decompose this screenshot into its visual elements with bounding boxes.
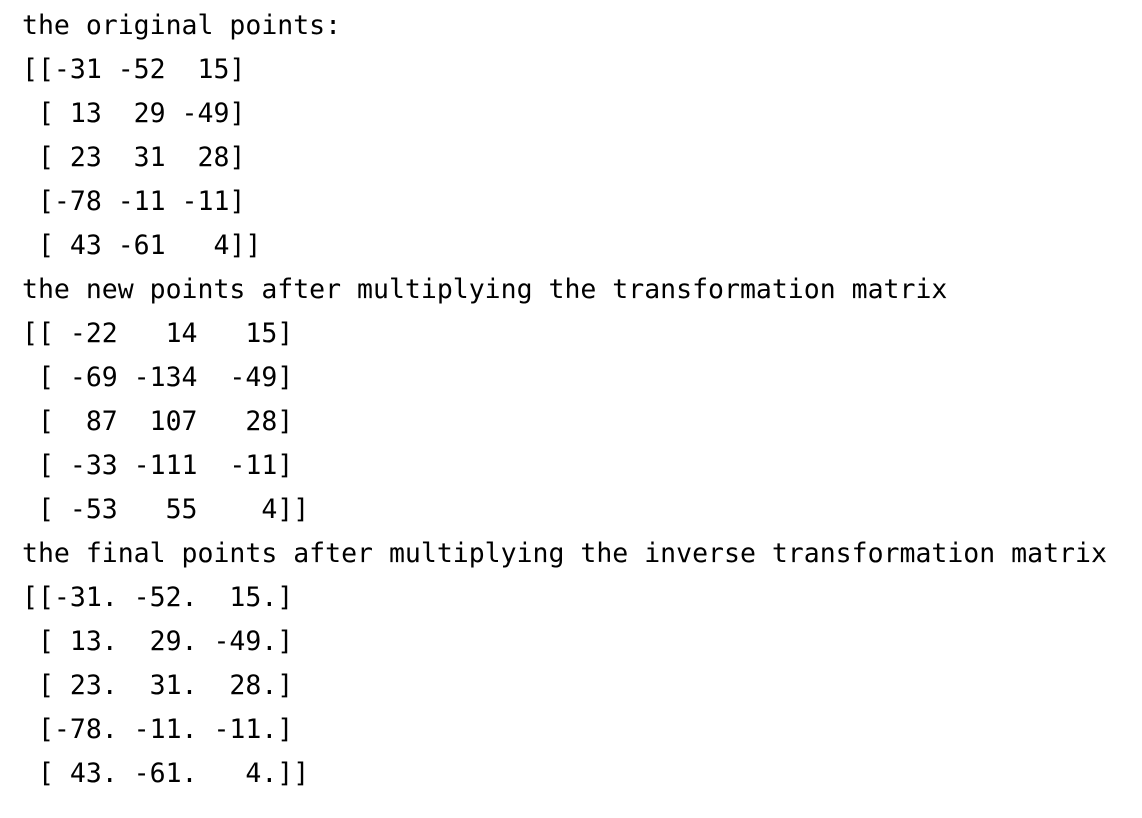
console-line: [-78. -11. -11.]	[22, 714, 294, 745]
console-line: [ 43. -61. 4.]]	[22, 758, 310, 789]
console-line: [ 87 107 28]	[22, 406, 294, 437]
console-line: [[ -22 14 15]	[22, 318, 294, 349]
console-line: [ 23 31 28]	[22, 142, 246, 173]
console-line: [ 23. 31. 28.]	[22, 670, 294, 701]
console-line: [-78 -11 -11]	[22, 186, 246, 217]
console-line: [ -33 -111 -11]	[22, 450, 294, 481]
console-output: the original points: [[-31 -52 15] [ 13 …	[22, 4, 1142, 818]
console-line: the original points:	[22, 10, 342, 41]
console-line: [ 43 -61 4]]	[22, 230, 262, 261]
console-line: the new points after multiplying the tra…	[22, 274, 948, 305]
console-line: [ 13. 29. -49.]	[22, 626, 294, 657]
console-line: [ -69 -134 -49]	[22, 362, 294, 393]
console-line: [ -53 55 4]]	[22, 494, 310, 525]
console-line: the final points after multiplying the i…	[22, 538, 1107, 569]
console-line: [ 13 29 -49]	[22, 98, 246, 129]
console-line: [[-31. -52. 15.]	[22, 582, 294, 613]
console-line: [[-31 -52 15]	[22, 54, 246, 85]
